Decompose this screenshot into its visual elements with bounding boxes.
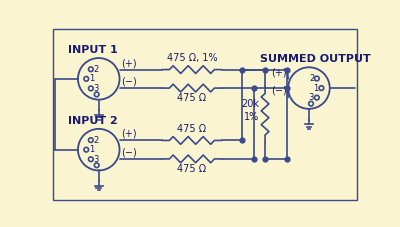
Text: (−): (−) [271,86,287,96]
Text: SUMMED OUTPUT: SUMMED OUTPUT [260,54,370,64]
Text: 20k
1%: 20k 1% [241,99,259,122]
Text: 3: 3 [94,155,99,164]
Text: 3: 3 [309,93,314,102]
Text: (+): (+) [121,129,137,139]
Text: (−): (−) [121,147,137,157]
Text: 1: 1 [314,84,319,93]
Text: (−): (−) [121,76,137,86]
Text: 475 Ω: 475 Ω [177,124,206,134]
Text: 1: 1 [89,145,94,154]
Text: 3: 3 [94,84,99,93]
Text: (+): (+) [271,67,287,77]
Text: 2: 2 [94,136,99,145]
Text: 475 Ω, 1%: 475 Ω, 1% [166,53,217,63]
Text: INPUT 2: INPUT 2 [68,116,118,126]
Text: 475 Ω: 475 Ω [177,164,206,174]
Text: 2: 2 [94,65,99,74]
Text: 2: 2 [309,74,314,83]
Text: 1: 1 [89,74,94,83]
Text: (+): (+) [121,58,137,68]
Text: INPUT 1: INPUT 1 [68,45,118,55]
Text: 475 Ω: 475 Ω [177,94,206,104]
